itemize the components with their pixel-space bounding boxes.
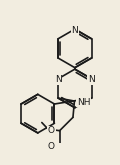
Text: NH: NH (77, 98, 91, 107)
Text: O: O (48, 126, 55, 135)
Text: N: N (55, 75, 62, 84)
Text: N: N (71, 26, 78, 35)
Text: N: N (88, 75, 95, 84)
Text: O: O (48, 142, 55, 151)
